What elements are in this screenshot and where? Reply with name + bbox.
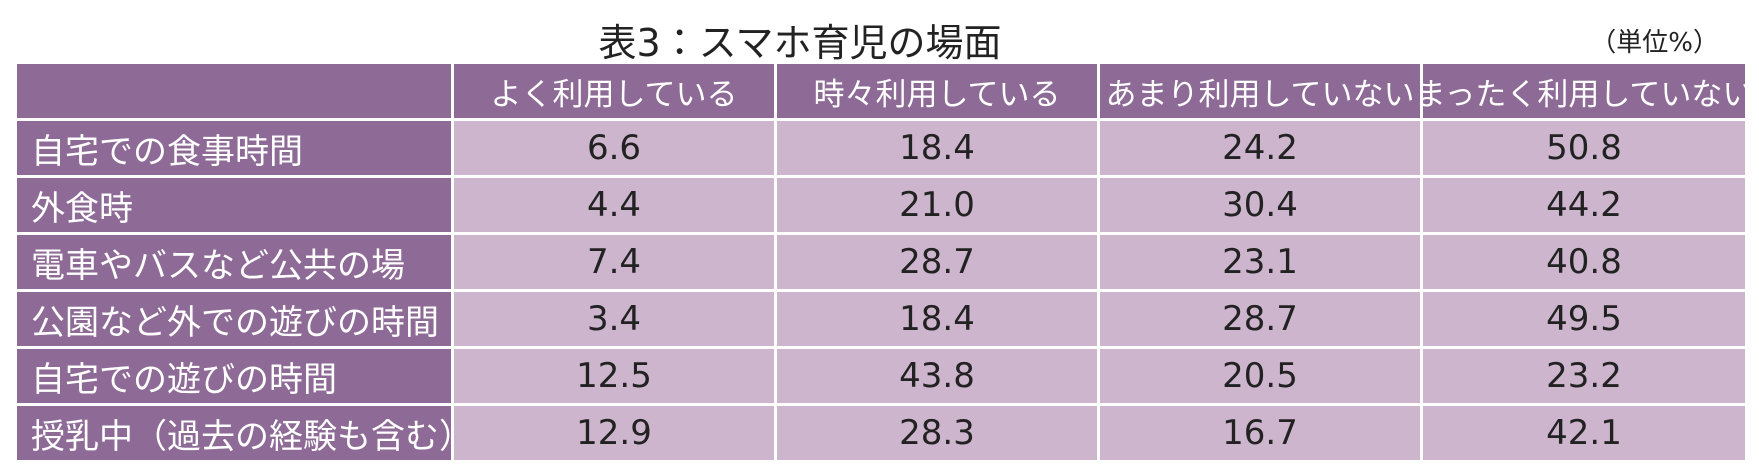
- table-cell: 7.4: [454, 235, 774, 289]
- row-header: 授乳中（過去の経験も含む）: [17, 406, 451, 460]
- table-cell: 23.1: [1100, 235, 1420, 289]
- column-header: あまり利用していない: [1100, 64, 1420, 118]
- table-cell: 43.8: [777, 349, 1097, 403]
- column-header: よく利用している: [454, 64, 774, 118]
- table-cell: 16.7: [1100, 406, 1420, 460]
- table-cell: 28.7: [777, 235, 1097, 289]
- table-cell: 44.2: [1423, 178, 1745, 232]
- table-cell: 24.2: [1100, 121, 1420, 175]
- table-cell: 12.9: [454, 406, 774, 460]
- table-cell: 42.1: [1423, 406, 1745, 460]
- table-cell: 4.4: [454, 178, 774, 232]
- table: よく利用している 時々利用している あまり利用していない まったく利用していない自宅で…: [17, 64, 1748, 460]
- corner-cell: [17, 64, 451, 118]
- table-cell: 40.8: [1423, 235, 1745, 289]
- row-header: 公園など外での遊びの時間: [17, 292, 451, 346]
- table-cell: 18.4: [777, 292, 1097, 346]
- table-title: 表3：スマホ育児の場面: [598, 21, 1002, 65]
- table-cell: 23.2: [1423, 349, 1745, 403]
- table-cell: 18.4: [777, 121, 1097, 175]
- table-cell: 3.4: [454, 292, 774, 346]
- table-cell: 30.4: [1100, 178, 1420, 232]
- row-header: 自宅での食事時間: [17, 121, 451, 175]
- column-header: まったく利用していない: [1423, 64, 1745, 118]
- unit-note: （単位%）: [1590, 28, 1719, 58]
- column-header: 時々利用している: [777, 64, 1097, 118]
- table-cell: 12.5: [454, 349, 774, 403]
- row-header: 電車やバスなど公共の場: [17, 235, 451, 289]
- table-cell: 6.6: [454, 121, 774, 175]
- table-cell: 49.5: [1423, 292, 1745, 346]
- row-header: 自宅での遊びの時間: [17, 349, 451, 403]
- table-cell: 20.5: [1100, 349, 1420, 403]
- table-cell: 50.8: [1423, 121, 1745, 175]
- table-cell: 21.0: [777, 178, 1097, 232]
- table-cell: 28.7: [1100, 292, 1420, 346]
- table-cell: 28.3: [777, 406, 1097, 460]
- row-header: 外食時: [17, 178, 451, 232]
